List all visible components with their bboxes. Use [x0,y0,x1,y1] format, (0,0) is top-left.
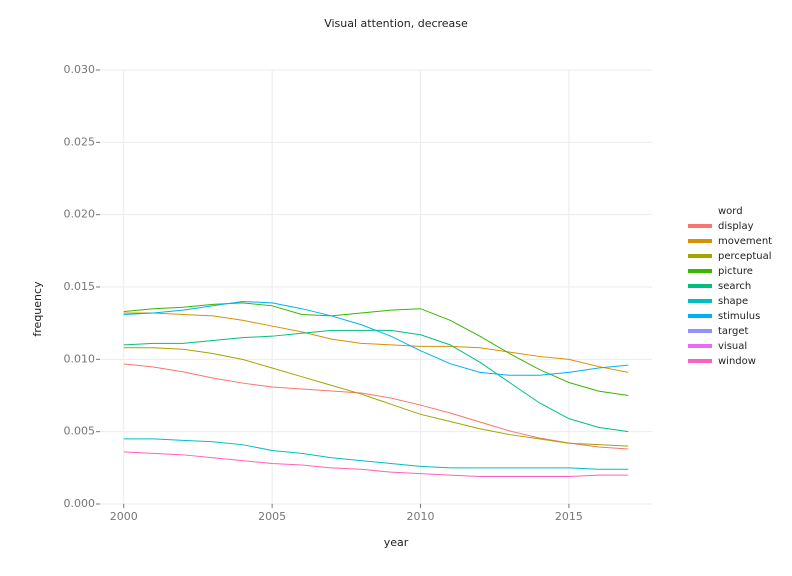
y-tick-label: 0.020 [64,208,96,221]
chart-title: Visual attention, decrease [324,17,468,30]
y-tick-label: 0.010 [64,352,96,365]
y-tick-label: 0.015 [64,280,96,293]
y-axis-label: frequency [31,281,44,337]
y-tick-label: 0.005 [64,425,96,438]
legend-swatch [688,254,712,258]
legend-label: picture [718,266,753,277]
legend-label: window [718,356,756,367]
legend-label: stimulus [718,311,760,322]
series-line [123,302,629,396]
legend-swatch [688,359,712,363]
legend-swatch [688,284,712,288]
legend-swatch [688,329,712,333]
series-line [123,300,629,376]
series-line [123,363,629,450]
legend-swatch [688,239,712,243]
legend-swatch [688,224,712,228]
series-line [123,451,629,478]
legend-label: visual [718,341,747,352]
legend-label: display [718,221,754,232]
x-tick-label: 2005 [258,510,286,523]
legend-swatch [688,344,712,348]
series-line [123,438,629,470]
legend-title: word [718,206,743,217]
legend-label: shape [718,296,748,307]
x-tick-label: 2010 [407,510,435,523]
series-line [123,312,629,373]
x-axis-label: year [384,536,409,549]
legend-swatch [688,299,712,303]
y-tick-label: 0.030 [64,63,96,76]
x-tick-label: 2015 [555,510,583,523]
legend-swatch [688,314,712,318]
y-tick-label: 0.025 [64,135,96,148]
legend-label: movement [718,236,772,247]
legend-swatch [688,269,712,273]
legend-label: search [718,281,751,292]
x-tick-label: 2000 [110,510,138,523]
series-line [123,347,629,447]
legend-label: perceptual [718,251,772,262]
y-tick-label: 0.000 [64,497,96,510]
legend-label: target [718,326,748,337]
series-line [123,329,629,433]
